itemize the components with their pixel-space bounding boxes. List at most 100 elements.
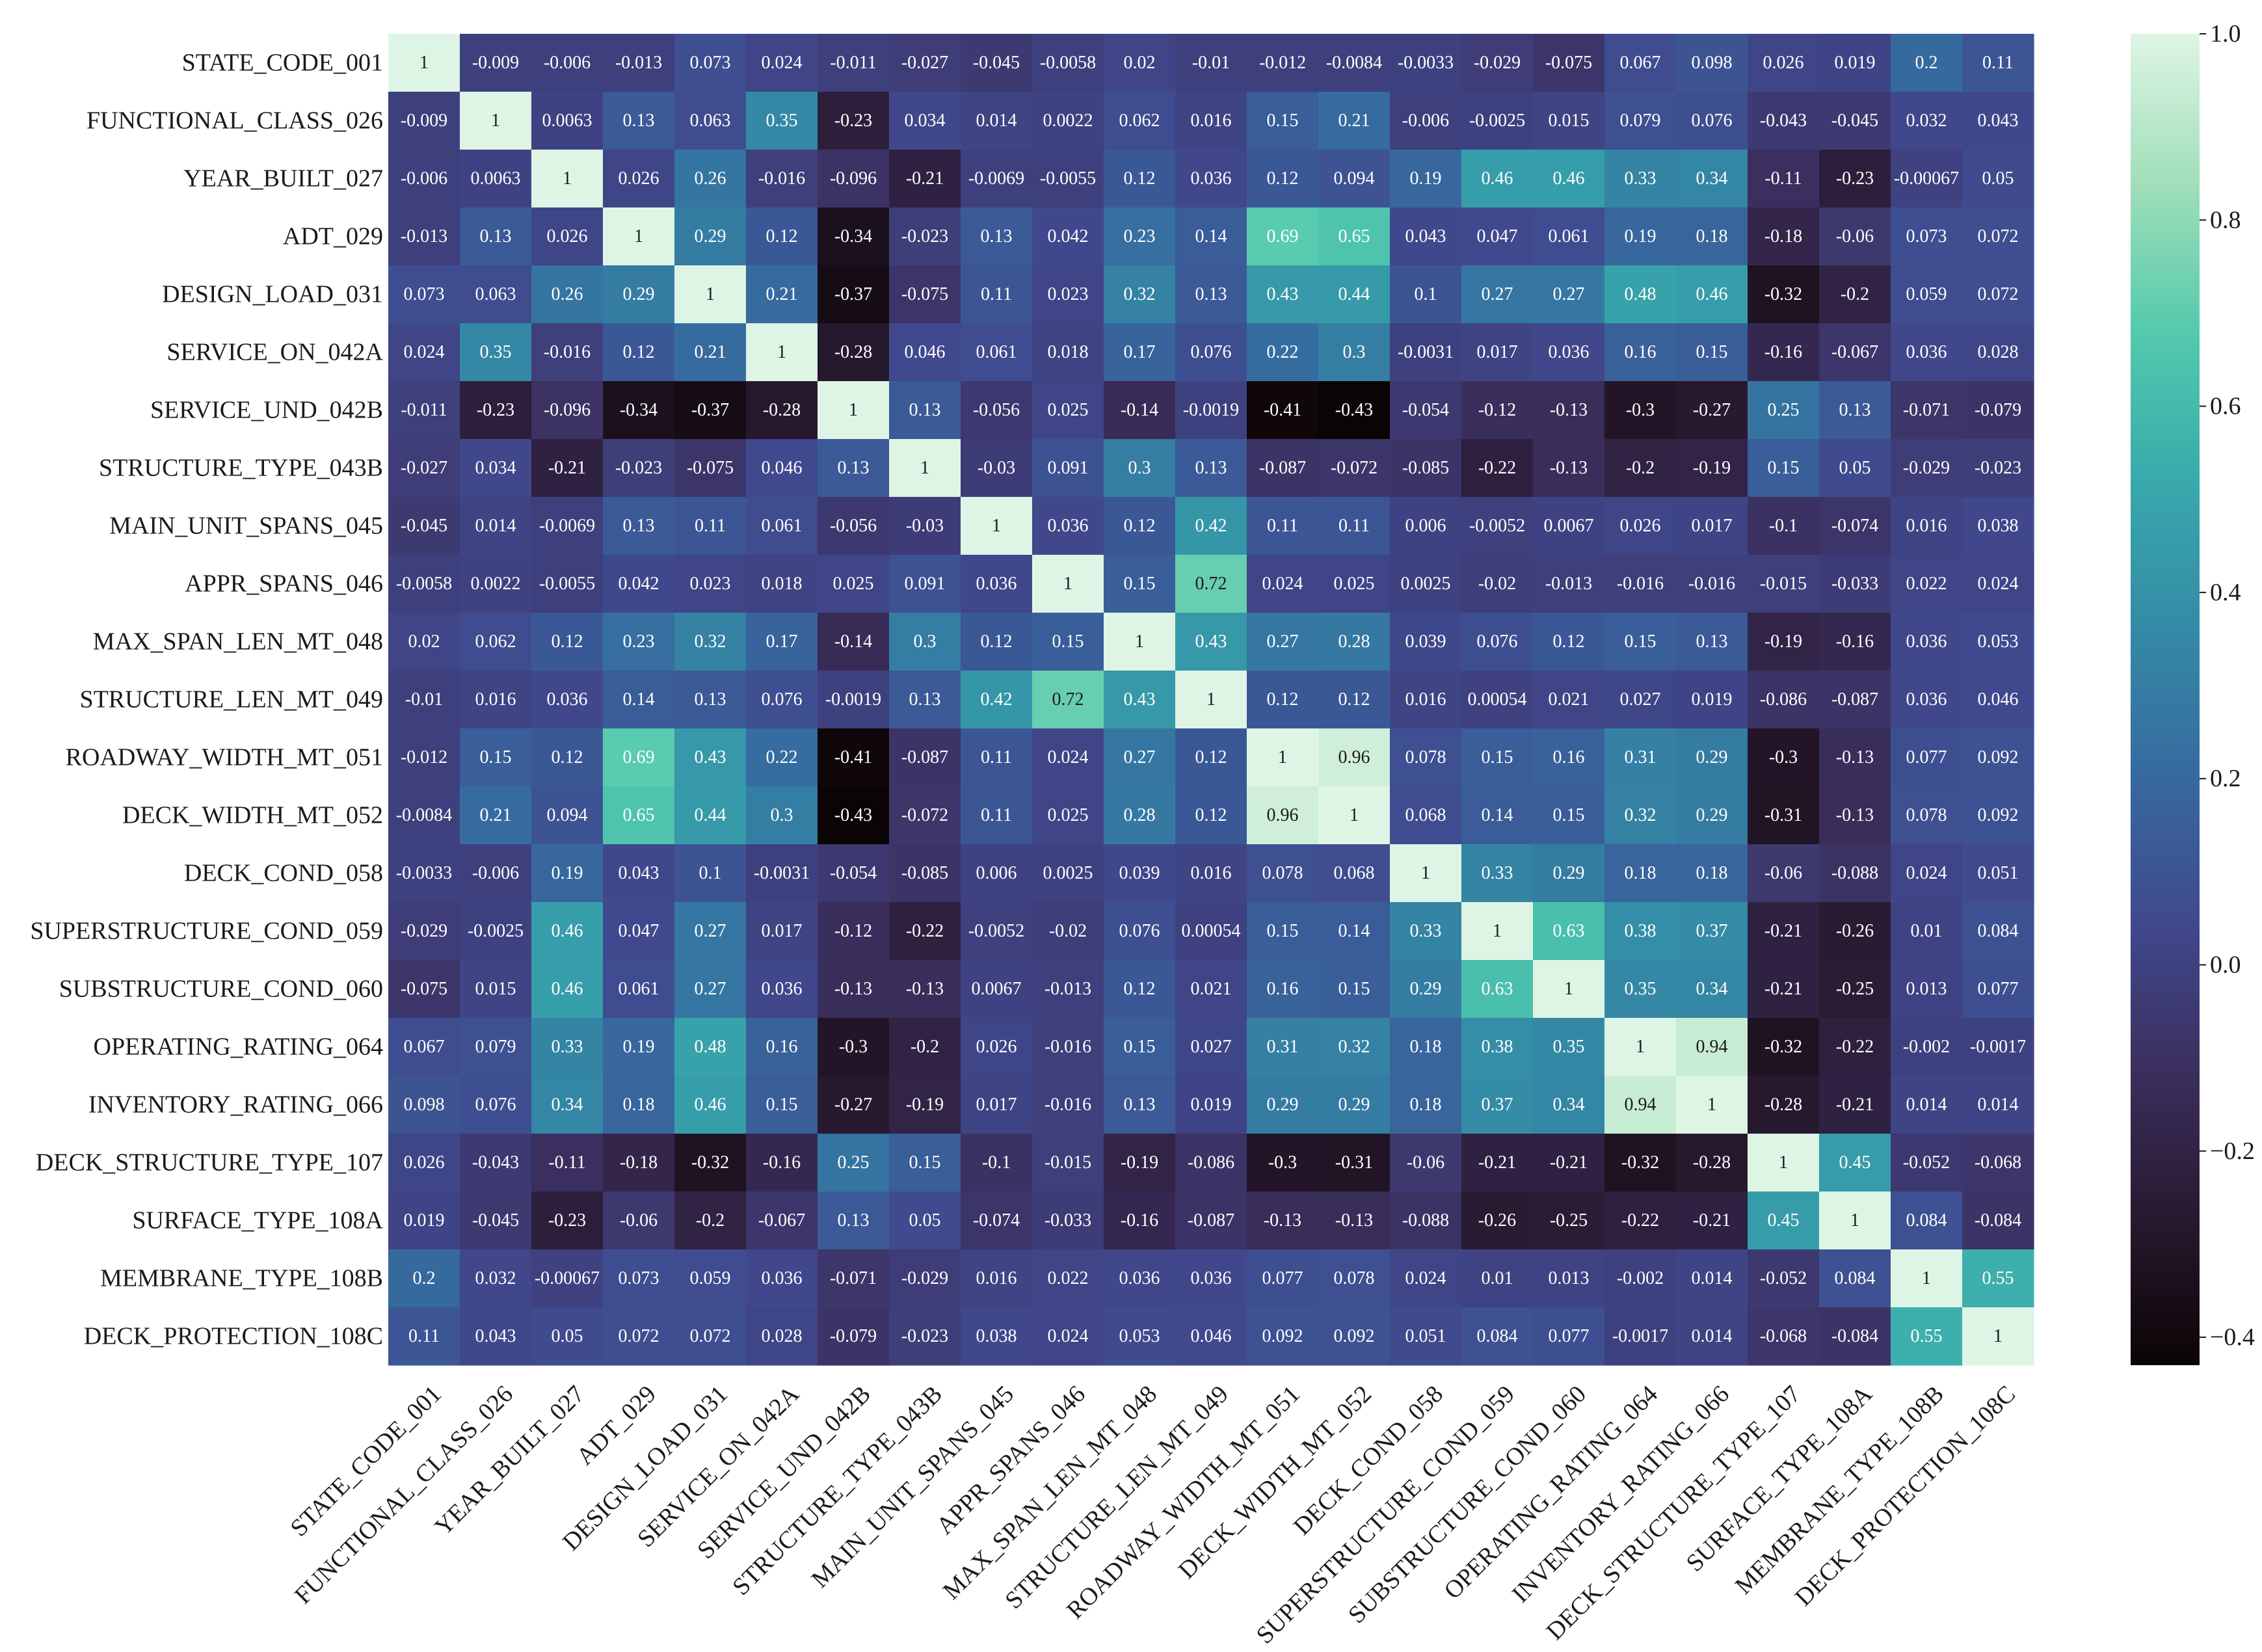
cell-value: 0.015	[1549, 111, 1590, 131]
cell-value: -0.002	[1617, 1268, 1664, 1288]
cell-value: 0.0067	[1544, 516, 1594, 536]
row-label: STATE_CODE_001	[182, 49, 383, 77]
cell-value: 0.047	[619, 921, 659, 941]
heatmap-cell	[1533, 150, 1605, 208]
cell-value: 0.05	[552, 1326, 583, 1346]
heatmap-cell	[1676, 1307, 1748, 1366]
heatmap-cell	[1461, 207, 1534, 266]
heatmap-cell	[889, 844, 961, 903]
cell-value: 0.063	[475, 284, 516, 304]
heatmap-cell	[1604, 497, 1677, 555]
heatmap-cell	[1318, 613, 1390, 671]
heatmap-cell	[1748, 1307, 1820, 1366]
heatmap-cell	[1032, 497, 1104, 555]
cell-value: -0.23	[548, 1210, 586, 1231]
heatmap-cell	[746, 323, 818, 382]
heatmap-cell	[531, 555, 604, 613]
heatmap-cell	[889, 902, 961, 961]
heatmap-cell	[1604, 1307, 1677, 1366]
heatmap-cell	[1962, 1018, 2034, 1076]
cell-value: -0.029	[401, 921, 447, 941]
cell-value: 0.29	[623, 284, 655, 304]
heatmap-cell	[674, 150, 747, 208]
heatmap-cell	[1247, 207, 1319, 266]
heatmap-cell	[603, 613, 675, 671]
heatmap-cell	[1032, 439, 1104, 498]
heatmap-cell	[674, 844, 747, 903]
heatmap-cell	[1175, 1134, 1247, 1192]
cell-value: 0.043	[1978, 111, 2019, 131]
heatmap-cell	[1032, 902, 1104, 961]
heatmap-cell	[1819, 265, 1891, 324]
heatmap-cell	[1032, 1307, 1104, 1366]
cell-value: 0.077	[1978, 979, 2019, 999]
cell-value: 0.94	[1696, 1037, 1728, 1057]
cell-value: -0.23	[1836, 168, 1874, 189]
heatmap-cell	[1390, 92, 1462, 150]
heatmap-cell	[818, 497, 890, 555]
cell-value: 0.27	[1482, 284, 1513, 304]
cell-value: -0.027	[401, 458, 447, 478]
heatmap-cell	[1533, 671, 1605, 729]
cell-value: -0.11	[548, 1152, 585, 1173]
cell-value: 0.13	[480, 226, 512, 246]
cell-value: 0.11	[981, 284, 1012, 304]
heatmap-cell	[1962, 844, 2034, 903]
heatmap-cell	[1032, 34, 1104, 92]
cell-value: 0.006	[976, 863, 1017, 883]
cell-value: -0.079	[1975, 400, 2021, 420]
colorbar-tick-label: 0.6	[2210, 393, 2241, 420]
heatmap-cell	[1962, 555, 2034, 613]
cell-value: 0.18	[1696, 226, 1728, 246]
heatmap-cell	[1891, 613, 1963, 671]
heatmap-cell	[1318, 439, 1390, 498]
cell-value: -0.096	[830, 168, 877, 189]
cell-value: 0.05	[1982, 168, 2014, 189]
cell-value: -0.075	[401, 979, 447, 999]
cell-value: -0.01	[1192, 53, 1230, 73]
heatmap-cell	[1104, 207, 1176, 266]
cell-value: 0.073	[404, 284, 445, 304]
heatmap-cell	[961, 844, 1033, 903]
heatmap-cell	[388, 207, 460, 266]
cell-value: 1	[992, 516, 1001, 536]
cell-value: 0.15	[1267, 921, 1299, 941]
heatmap-cell	[1962, 671, 2034, 729]
cell-value: 0.022	[1048, 1268, 1089, 1288]
heatmap-cell	[746, 1076, 818, 1134]
heatmap-cell	[1676, 786, 1748, 845]
cell-value: 0.16	[1267, 979, 1299, 999]
cell-value: -0.1	[1769, 516, 1798, 536]
heatmap-cell	[531, 265, 604, 324]
heatmap-cell	[603, 902, 675, 961]
cell-value: 0.078	[1405, 747, 1446, 767]
cell-value: 0.076	[762, 689, 803, 710]
cell-value: -0.013	[1545, 574, 1592, 594]
heatmap-cell	[818, 844, 890, 903]
heatmap-cell	[1318, 207, 1390, 266]
heatmap-cells	[388, 34, 2034, 1366]
cell-value: 0.27	[1553, 284, 1585, 304]
cell-value: 1	[1850, 1210, 1859, 1231]
cell-value: 0.15	[766, 1095, 798, 1115]
heatmap-cell	[1819, 207, 1891, 266]
cell-value: 0.11	[981, 747, 1012, 767]
heatmap-cell	[1461, 960, 1534, 1019]
heatmap-cell	[531, 1249, 604, 1308]
cell-value: 0.46	[1696, 284, 1728, 304]
heatmap-cell	[1104, 1192, 1176, 1250]
heatmap-cell	[1819, 150, 1891, 208]
heatmap-cell	[1104, 34, 1176, 92]
cell-value: 1	[1707, 1095, 1716, 1115]
heatmap-cell	[889, 439, 961, 498]
heatmap-cell	[1247, 381, 1319, 440]
heatmap-cell	[1104, 555, 1176, 613]
heatmap-cell	[1175, 844, 1247, 903]
heatmap-cell	[1390, 150, 1462, 208]
heatmap-cell	[460, 439, 532, 498]
cell-value: 0.12	[1195, 747, 1227, 767]
cell-value: 0.01	[1911, 921, 1943, 941]
cell-value: 0.15	[1124, 574, 1156, 594]
cell-value: 0.2	[413, 1268, 436, 1288]
